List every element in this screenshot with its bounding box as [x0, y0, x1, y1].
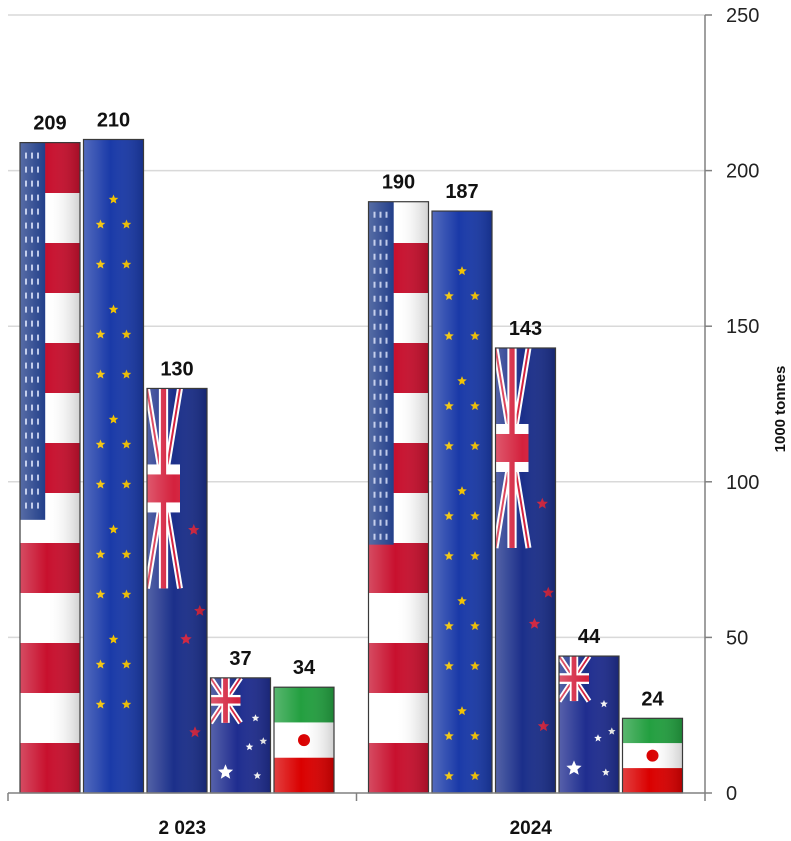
data-label: 37 — [229, 648, 251, 670]
bar — [274, 687, 334, 793]
bar — [20, 143, 80, 793]
y-tick-label: 50 — [726, 627, 748, 649]
data-label: 190 — [382, 172, 415, 194]
data-label: 24 — [641, 688, 664, 710]
bar — [496, 348, 556, 793]
data-label: 209 — [33, 113, 66, 135]
x-tick-label: 2024 — [510, 818, 553, 839]
bar — [84, 139, 144, 793]
data-label: 187 — [445, 181, 478, 203]
x-tick-label: 2 023 — [158, 818, 206, 839]
bar — [211, 678, 271, 793]
y-tick-label: 0 — [726, 783, 737, 805]
bar — [147, 388, 207, 793]
bar — [432, 211, 492, 793]
y-axis-title: 1000 tonnes — [772, 366, 789, 453]
y-tick-label: 200 — [726, 161, 759, 183]
y-tick-label: 150 — [726, 316, 759, 338]
data-label: 210 — [97, 109, 130, 131]
data-label: 130 — [160, 358, 193, 380]
y-tick-label: 100 — [726, 472, 759, 494]
data-label: 44 — [578, 626, 601, 648]
bar — [559, 656, 619, 793]
bars — [20, 139, 683, 793]
bar — [369, 202, 429, 793]
data-label: 34 — [293, 657, 316, 679]
y-tick-label: 250 — [726, 5, 759, 27]
bar — [623, 718, 683, 793]
data-label: 143 — [509, 318, 542, 340]
